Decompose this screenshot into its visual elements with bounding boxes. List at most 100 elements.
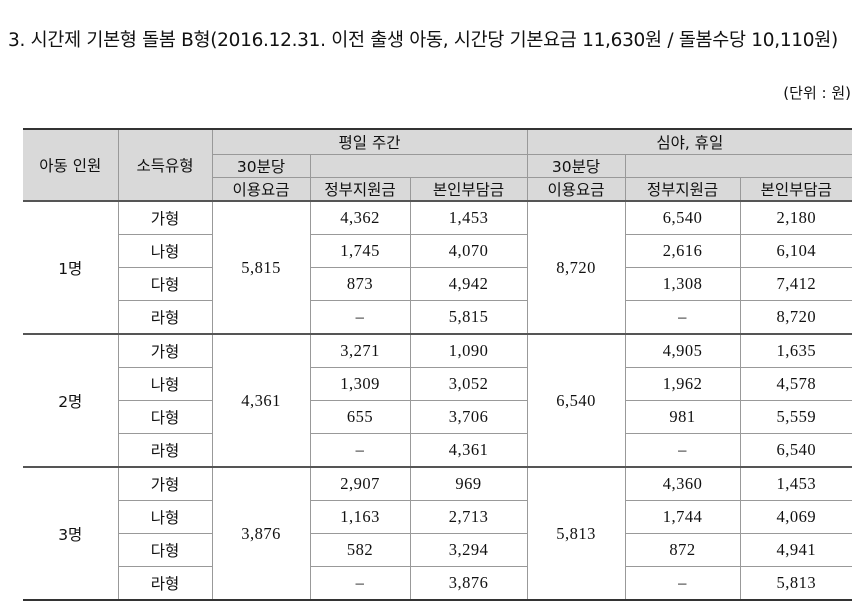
amount-cell: 8,720 <box>739 300 853 335</box>
amount-cell: 655 <box>309 400 411 434</box>
header-row: 아동 인원 소득유형 평일 주간 심야, 휴일 <box>23 128 853 202</box>
amount-cell: 5,559 <box>739 400 853 434</box>
header-cell <box>309 154 528 178</box>
income-type-cell: 다형 <box>118 267 213 301</box>
table-row: 라형 –4,361–6,540 <box>23 433 853 468</box>
title: 3. 시간제 기본형 돌봄 B형(2016.12.31. 이전 출생 아동, 시… <box>8 30 838 51</box>
header-cell: 30분당 <box>212 154 311 178</box>
table-row: 나형 1,745 4,070 2,616 6,104 <box>23 234 853 268</box>
amount-cell: – <box>309 566 411 601</box>
table-body: 1명 가형 5,815 4,362 1,453 8,720 6,540 2,180 나형 1,74… <box>23 200 853 601</box>
amount-cell: 4,905 <box>624 333 741 368</box>
table-row: 라형 –3,876–5,813 <box>23 566 853 601</box>
amount-cell: 7,412 <box>739 267 853 301</box>
amount-cell: 4,361 <box>409 433 528 468</box>
amount-cell: 1,635 <box>739 333 853 368</box>
amount-cell: 1,090 <box>409 333 528 368</box>
rate-cell: 8,720 <box>526 200 626 335</box>
rate-cell: 6,540 <box>526 333 626 468</box>
table-header: 아동 인원 소득유형 평일 주간 심야, 휴일 30분당 30분당 이용요금 정… <box>23 128 853 202</box>
amount-cell: 2,907 <box>309 466 411 501</box>
amount-cell: 1,308 <box>624 267 741 301</box>
amount-cell: 3,271 <box>309 333 411 368</box>
header-row: 이용요금 정부지원금 본인부담금 이용요금 정부지원금 본인부담금 <box>23 177 853 202</box>
table-row: 다형 873 4,942 1,308 7,412 <box>23 267 853 301</box>
income-type-cell: 나형 <box>118 367 213 401</box>
amount-cell: 582 <box>309 533 411 567</box>
amount-cell: 873 <box>309 267 411 301</box>
table-row: 라형 –5,815–8,720 <box>23 300 853 335</box>
amount-cell: 981 <box>624 400 741 434</box>
children-cell: 3명 <box>23 466 119 601</box>
income-type-cell: 가형 <box>117 200 213 235</box>
header-cell: 정부지원금 <box>624 177 741 202</box>
header-cell: 이용요금 <box>526 177 626 202</box>
header-cell: 소득유형 <box>117 128 213 202</box>
header-cell: 아동 인원 <box>23 128 119 202</box>
children-cell: 1명 <box>23 200 119 335</box>
income-type-cell: 나형 <box>118 234 213 268</box>
amount-cell: 4,941 <box>739 533 853 567</box>
amount-cell: 1,453 <box>739 466 853 501</box>
rate-cell: 3,876 <box>211 466 311 601</box>
income-type-cell: 라형 <box>118 433 213 468</box>
amount-cell: 6,104 <box>739 234 853 268</box>
header-cell: 본인부담금 <box>409 177 528 202</box>
amount-cell: 3,706 <box>409 400 528 434</box>
header-cell <box>624 154 853 178</box>
amount-cell: 3,052 <box>409 367 528 401</box>
amount-cell: 2,616 <box>624 234 741 268</box>
amount-cell: 1,163 <box>309 500 411 534</box>
table-row: 나형 1,309 3,052 1,962 4,578 <box>23 367 853 401</box>
header-cell: 정부지원금 <box>309 177 411 202</box>
amount-cell: 872 <box>624 533 741 567</box>
children-cell: 2명 <box>23 333 119 468</box>
amount-cell: 4,942 <box>409 267 528 301</box>
income-type-cell: 다형 <box>118 400 213 434</box>
amount-cell: – <box>624 433 741 468</box>
header-row: 30분당 30분당 <box>23 154 853 178</box>
table-row: 다형 582 3,294 872 4,941 <box>23 533 853 567</box>
income-type-cell: 나형 <box>118 500 213 534</box>
income-type-cell: 라형 <box>118 566 213 601</box>
amount-cell: – <box>309 433 411 468</box>
header-cell: 30분당 <box>526 154 626 178</box>
amount-cell: 1,962 <box>624 367 741 401</box>
amount-cell: 4,069 <box>739 500 853 534</box>
income-type-cell: 다형 <box>118 533 213 567</box>
rate-cell: 5,813 <box>526 466 626 601</box>
rate-cell: 4,361 <box>211 333 311 468</box>
header-cell: 이용요금 <box>212 177 311 202</box>
amount-cell: 1,453 <box>409 200 528 235</box>
table-row: 나형 1,163 2,713 1,744 4,069 <box>23 500 853 534</box>
income-type-cell: 라형 <box>118 300 213 335</box>
table-row: 다형 655 3,706 981 5,559 <box>23 400 853 434</box>
amount-cell: – <box>624 300 741 335</box>
amount-cell: 4,362 <box>309 200 411 235</box>
amount-cell: 5,813 <box>739 566 853 601</box>
header-cell: 심야, 휴일 <box>526 128 853 155</box>
income-type-cell: 가형 <box>117 466 213 501</box>
unit: (단위 : 원) <box>783 84 851 102</box>
amount-cell: 3,294 <box>409 533 528 567</box>
amount-cell: – <box>309 300 411 335</box>
amount-cell: 6,540 <box>624 200 741 235</box>
fee-table: 아동 인원 소득유형 평일 주간 심야, 휴일 30분당 30분당 이용요금 정… <box>23 128 853 601</box>
table-row: 2명 가형 4,361 3,271 1,090 6,540 4,905 1,635 <box>23 333 853 468</box>
amount-cell: – <box>624 566 741 601</box>
rate-cell: 5,815 <box>211 200 311 335</box>
table-row: 1명 가형 5,815 4,362 1,453 8,720 6,540 2,180 <box>23 200 853 335</box>
income-type-cell: 가형 <box>117 333 213 368</box>
amount-cell: 6,540 <box>739 433 853 468</box>
header-cell: 본인부담금 <box>739 177 853 202</box>
amount-cell: 2,713 <box>409 500 528 534</box>
amount-cell: 4,360 <box>624 466 741 501</box>
amount-cell: 1,745 <box>309 234 411 268</box>
amount-cell: 1,309 <box>309 367 411 401</box>
header-cell: 평일 주간 <box>211 128 528 155</box>
amount-cell: 1,744 <box>624 500 741 534</box>
amount-cell: 4,070 <box>409 234 528 268</box>
amount-cell: 3,876 <box>409 566 528 601</box>
amount-cell: 969 <box>409 466 528 501</box>
